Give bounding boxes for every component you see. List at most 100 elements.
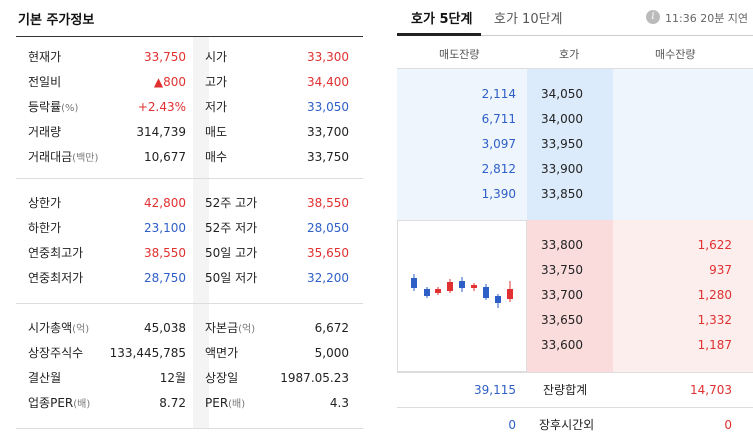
- bid-row[interactable]: 33,800 1,622: [397, 233, 753, 258]
- bid-price: 33,700: [541, 288, 583, 302]
- header-ask-qty: 매도잔량: [439, 48, 480, 61]
- info-label-text: 52주 고가: [205, 196, 258, 210]
- bid-qty: 1,280: [697, 288, 732, 302]
- info-value: 45,038: [144, 321, 186, 335]
- info-label-text: 현재가: [28, 50, 62, 64]
- info-label: 연중최고가: [28, 241, 83, 267]
- info-row: 전일비 ▲800 고가 34,400: [16, 70, 363, 95]
- info-label-text: 50일 저가: [205, 271, 258, 285]
- info-value: 38,550: [144, 246, 186, 260]
- info-label: PER(배): [205, 391, 245, 417]
- bid-qty: 1,187: [697, 338, 732, 352]
- info-section: 현재가 33,750 시가 33,300 전일비 ▲800 고가 34,400 등락률(%) +2…: [16, 37, 363, 179]
- info-label-unit: (억): [72, 324, 90, 335]
- info-label: 결산월: [28, 366, 61, 392]
- info-value: 42,800: [144, 196, 186, 210]
- info-value: 6,672: [314, 321, 349, 335]
- info-row: 연중최고가 38,550 50일 고가 35,650: [16, 241, 363, 266]
- info-label: 현재가: [28, 45, 61, 71]
- ask-qty: 3,097: [481, 137, 516, 151]
- info-label: 자본금(억): [205, 316, 255, 342]
- active-tab-indicator: [397, 33, 481, 36]
- ask-qty: 1,390: [481, 187, 516, 201]
- info-label: 등락률(%): [28, 95, 78, 121]
- info-label-text: 전일비: [28, 75, 62, 89]
- info-section: 시가총액(억) 45,038 자본금(억) 6,672 상장주식수 133,445,785…: [16, 304, 363, 429]
- info-label: 거래대금(백만): [28, 145, 98, 171]
- info-label-text: 고가: [205, 75, 228, 89]
- info-label-text: 액면가: [205, 346, 239, 360]
- bid-qty: 937: [709, 263, 732, 277]
- bid-price: 33,650: [541, 313, 583, 327]
- info-label-text: 시가: [205, 50, 228, 64]
- orderbook: 매도잔량 호가 매수잔량: [397, 37, 753, 432]
- info-row: 연중최저가 28,750 50일 저가 32,200: [16, 266, 363, 291]
- info-label-text: 업종PER: [28, 396, 74, 410]
- ask-price: 33,850: [541, 187, 583, 201]
- ask-qty: 6,711: [481, 112, 516, 126]
- info-label: 전일비: [28, 70, 61, 96]
- ask-qty: 2,812: [481, 162, 516, 176]
- info-label: 52주 저가: [205, 216, 257, 242]
- ask-row[interactable]: 6,711 34,000: [397, 107, 753, 132]
- bid-row[interactable]: 33,650 1,332: [397, 308, 753, 333]
- info-label: 연중최저가: [28, 266, 83, 292]
- info-row: 거래대금(백만) 10,677 매수 33,750: [16, 145, 363, 170]
- info-value: 33,300: [307, 50, 349, 64]
- info-label: 저가: [205, 95, 227, 121]
- section-divider: [193, 179, 209, 303]
- info-value: 1987.05.23: [280, 371, 349, 385]
- ask-price: 33,900: [541, 162, 583, 176]
- info-label-text: 자본금: [205, 321, 239, 335]
- ask-row[interactable]: 2,812 33,900: [397, 157, 753, 182]
- info-label: 거래량: [28, 120, 61, 146]
- info-icon[interactable]: i: [646, 10, 660, 24]
- ask-price-column: [527, 69, 613, 220]
- info-label: 매도: [205, 120, 227, 146]
- info-label-text: 매도: [205, 125, 228, 139]
- info-label: 고가: [205, 70, 227, 96]
- bid-price: 33,750: [541, 263, 583, 277]
- info-row: 거래량 314,739 매도 33,700: [16, 120, 363, 145]
- info-value: 28,750: [144, 271, 186, 285]
- info-value: 35,650: [307, 246, 349, 260]
- tab-orderbook-10[interactable]: 호가 10단계: [494, 12, 563, 27]
- tab-orderbook-5[interactable]: 호가 5단계: [411, 12, 473, 27]
- info-value: 5,000: [314, 346, 349, 360]
- stock-info-title: 기본 주가정보: [18, 13, 95, 28]
- info-label: 하한가: [28, 216, 61, 242]
- info-label-text: 상장주식수: [28, 346, 84, 360]
- info-label-text: 상한가: [28, 196, 62, 210]
- info-row: 등락률(%) +2.43% 저가 33,050: [16, 95, 363, 120]
- info-value: 314,739: [136, 125, 186, 139]
- info-label: 50일 고가: [205, 241, 257, 267]
- after-hours-row: 0 장후시간외 0: [397, 407, 753, 442]
- info-label-unit: (백만): [72, 153, 99, 164]
- total-bid-qty: 14,703: [690, 383, 732, 397]
- info-label: 시가총액(억): [28, 316, 89, 342]
- info-label: 상장일: [205, 366, 238, 392]
- info-label-unit: (배): [228, 399, 246, 410]
- after-hours-bid-qty: 0: [724, 418, 732, 432]
- ask-row[interactable]: 3,097 33,950: [397, 132, 753, 157]
- total-remaining-label: 잔량합계: [543, 383, 588, 397]
- info-label: 상한가: [28, 191, 61, 217]
- section-divider: [193, 304, 209, 428]
- bid-price: 33,600: [541, 338, 583, 352]
- bid-row[interactable]: 33,600 1,187: [397, 333, 753, 358]
- info-row: 상장주식수 133,445,785 액면가 5,000: [16, 341, 363, 366]
- bid-row[interactable]: 33,700 1,280: [397, 283, 753, 308]
- info-value: 4.3: [329, 396, 349, 410]
- info-value: 33,750: [307, 150, 349, 164]
- info-row: 업종PER(배) 8.72 PER(배) 4.3: [16, 391, 363, 416]
- ask-row[interactable]: 2,114 34,050: [397, 82, 753, 107]
- section-divider: [193, 37, 209, 178]
- info-label-text: 50일 고가: [205, 246, 258, 260]
- info-label-text: 매수: [205, 150, 228, 164]
- info-value: 34,400: [307, 75, 349, 89]
- bid-row[interactable]: 33,750 937: [397, 258, 753, 283]
- info-label-text: 시가총액: [28, 321, 73, 335]
- delay-status: 11:36 20분 지연: [665, 12, 749, 25]
- info-value: 38,550: [307, 196, 349, 210]
- ask-row[interactable]: 1,390 33,850: [397, 182, 753, 207]
